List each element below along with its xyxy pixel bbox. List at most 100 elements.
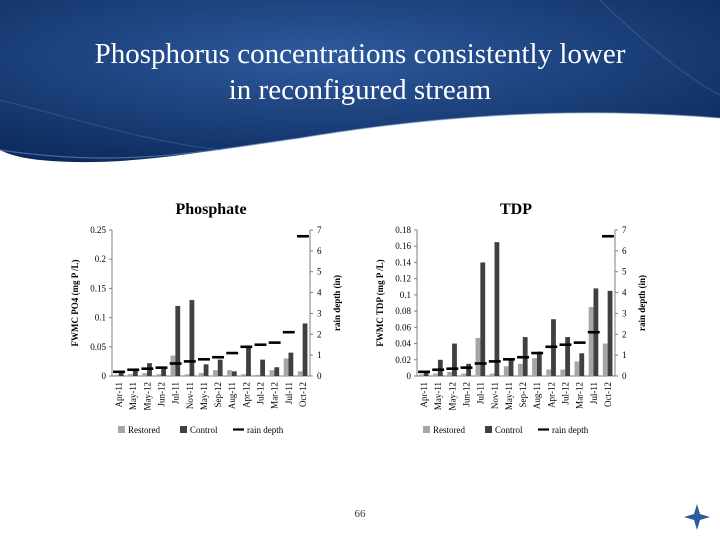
bar-control xyxy=(494,242,500,376)
y2-tick-label: 1 xyxy=(622,350,627,360)
bar-control xyxy=(118,373,124,376)
bar-restored xyxy=(142,373,148,376)
slide-title: Phosphorus concentrations consistently l… xyxy=(0,36,720,108)
y2-tick-label: 0 xyxy=(622,371,627,381)
star-logo-icon xyxy=(684,504,710,530)
chart-title: Phosphate xyxy=(175,201,246,218)
bar-control xyxy=(246,345,251,376)
legend-control-label: Control xyxy=(495,425,523,435)
bar-restored xyxy=(517,363,523,376)
bar-restored xyxy=(269,370,275,376)
phosphate-chart-svg: Phosphate 0 0.05 0.1 0.15 0.2 0.25 0 1 2 3 4 5 6 7 FWMC… xyxy=(70,201,342,435)
y2-tick-label: 3 xyxy=(622,308,627,318)
bar-restored xyxy=(297,371,303,376)
legend-control-swatch xyxy=(485,426,492,433)
y-tick-label: 0.05 xyxy=(90,342,106,352)
bar-restored xyxy=(184,374,190,376)
bar-restored xyxy=(602,343,608,376)
category-label: Jul-12 xyxy=(256,382,266,405)
category-label: Jul-11 xyxy=(476,382,486,404)
legend-restored-swatch xyxy=(423,426,430,433)
y2-tick-label: 4 xyxy=(317,288,322,298)
y-tick-label: 0.1 xyxy=(400,290,411,300)
y2-axis-label: rain depth (in) xyxy=(637,275,647,331)
y-tick-label: 0.04 xyxy=(395,339,411,349)
bar-control xyxy=(288,352,294,376)
category-label: May-12 xyxy=(447,382,457,411)
bar-control xyxy=(536,351,542,376)
y-tick-label: 0.06 xyxy=(395,322,411,332)
bar-control xyxy=(175,305,181,376)
bar-restored xyxy=(560,369,566,376)
bar-restored xyxy=(198,373,204,376)
bar-control xyxy=(452,343,457,376)
bar-control xyxy=(565,337,571,376)
category-label: Apr-11 xyxy=(419,382,429,407)
bar-restored xyxy=(588,307,594,376)
category-label: Mar-12 xyxy=(575,382,585,409)
y-tick-label: 0 xyxy=(102,371,107,381)
category-label: Mar-12 xyxy=(270,382,280,409)
bar-restored xyxy=(574,361,580,376)
y2-tick-label: 0 xyxy=(317,371,322,381)
category-label: Aug-11 xyxy=(227,382,237,409)
y-tick-label: 0.2 xyxy=(95,254,106,264)
category-label: Jul-11 xyxy=(284,382,294,404)
bar-restored xyxy=(241,374,247,376)
y-tick-label: 0.18 xyxy=(395,225,411,235)
bar-control xyxy=(423,371,429,376)
bar-restored xyxy=(283,358,289,376)
y2-tick-label: 3 xyxy=(317,308,322,318)
y-tick-label: 0.14 xyxy=(395,257,411,267)
bar-control xyxy=(132,370,138,376)
y2-axis-label: rain depth (in) xyxy=(332,275,342,331)
title-line-2: in reconfigured stream xyxy=(228,74,492,106)
legend-restored-swatch xyxy=(118,426,125,433)
tdp-chart-svg: TDP 0 0.02 0.04 0.06 0.08 0.1 0.12 0.14 0.16 0.18 0… xyxy=(375,201,647,435)
bar-restored xyxy=(546,369,552,376)
category-label: Nov-11 xyxy=(490,382,500,409)
tdp-chart: TDP 0 0.02 0.04 0.06 0.08 0.1 0.12 0.14 0.16 0.18 0… xyxy=(375,190,665,450)
bar-control xyxy=(607,290,613,376)
bar-restored xyxy=(128,374,133,376)
bar-restored xyxy=(170,355,176,376)
category-label: May-11 xyxy=(504,382,514,410)
bar-restored xyxy=(475,337,481,376)
y-tick-label: 0.1 xyxy=(95,313,106,323)
category-label: Jun-12 xyxy=(462,382,472,407)
phosphate-chart: Phosphate 0 0.05 0.1 0.15 0.2 0.25 0 1 2 3 4 5 6 7 FWMC… xyxy=(70,190,360,450)
bar-restored xyxy=(447,371,453,376)
bar-restored xyxy=(532,358,537,376)
y2-tick-label: 6 xyxy=(622,246,627,256)
category-label: May-11 xyxy=(433,382,443,410)
bar-control xyxy=(508,359,514,376)
category-label: Oct-12 xyxy=(603,382,613,407)
bar-restored xyxy=(433,373,438,376)
bar-restored xyxy=(489,373,495,376)
legend-rain-label: rain depth xyxy=(552,425,589,435)
category-label: Aug-11 xyxy=(532,382,542,409)
bar-restored xyxy=(113,374,119,376)
y-tick-label: 0.15 xyxy=(90,283,106,293)
category-label: Sep-12 xyxy=(213,382,223,408)
bar-control xyxy=(203,364,209,376)
bar-restored xyxy=(156,374,162,376)
bar-control xyxy=(161,368,167,376)
y2-tick-label: 5 xyxy=(317,267,322,277)
bar-control xyxy=(189,300,195,376)
y-tick-label: 0.02 xyxy=(395,355,411,365)
bar-restored xyxy=(212,370,218,376)
legend-control-swatch xyxy=(180,426,187,433)
legend-restored-label: Restored xyxy=(433,425,465,435)
bar-control xyxy=(274,367,280,376)
y2-tick-label: 2 xyxy=(622,329,627,339)
bar-control xyxy=(217,359,223,376)
category-label: Jul-11 xyxy=(589,382,599,404)
y-axis-label: FWMC TDP (mg P /L) xyxy=(375,259,385,346)
bar-control xyxy=(437,359,443,376)
bar-restored xyxy=(255,374,261,376)
y-tick-label: 0.12 xyxy=(395,274,411,284)
legend-control-label: Control xyxy=(190,425,218,435)
bar-restored xyxy=(461,373,467,376)
y2-tick-label: 6 xyxy=(317,246,322,256)
